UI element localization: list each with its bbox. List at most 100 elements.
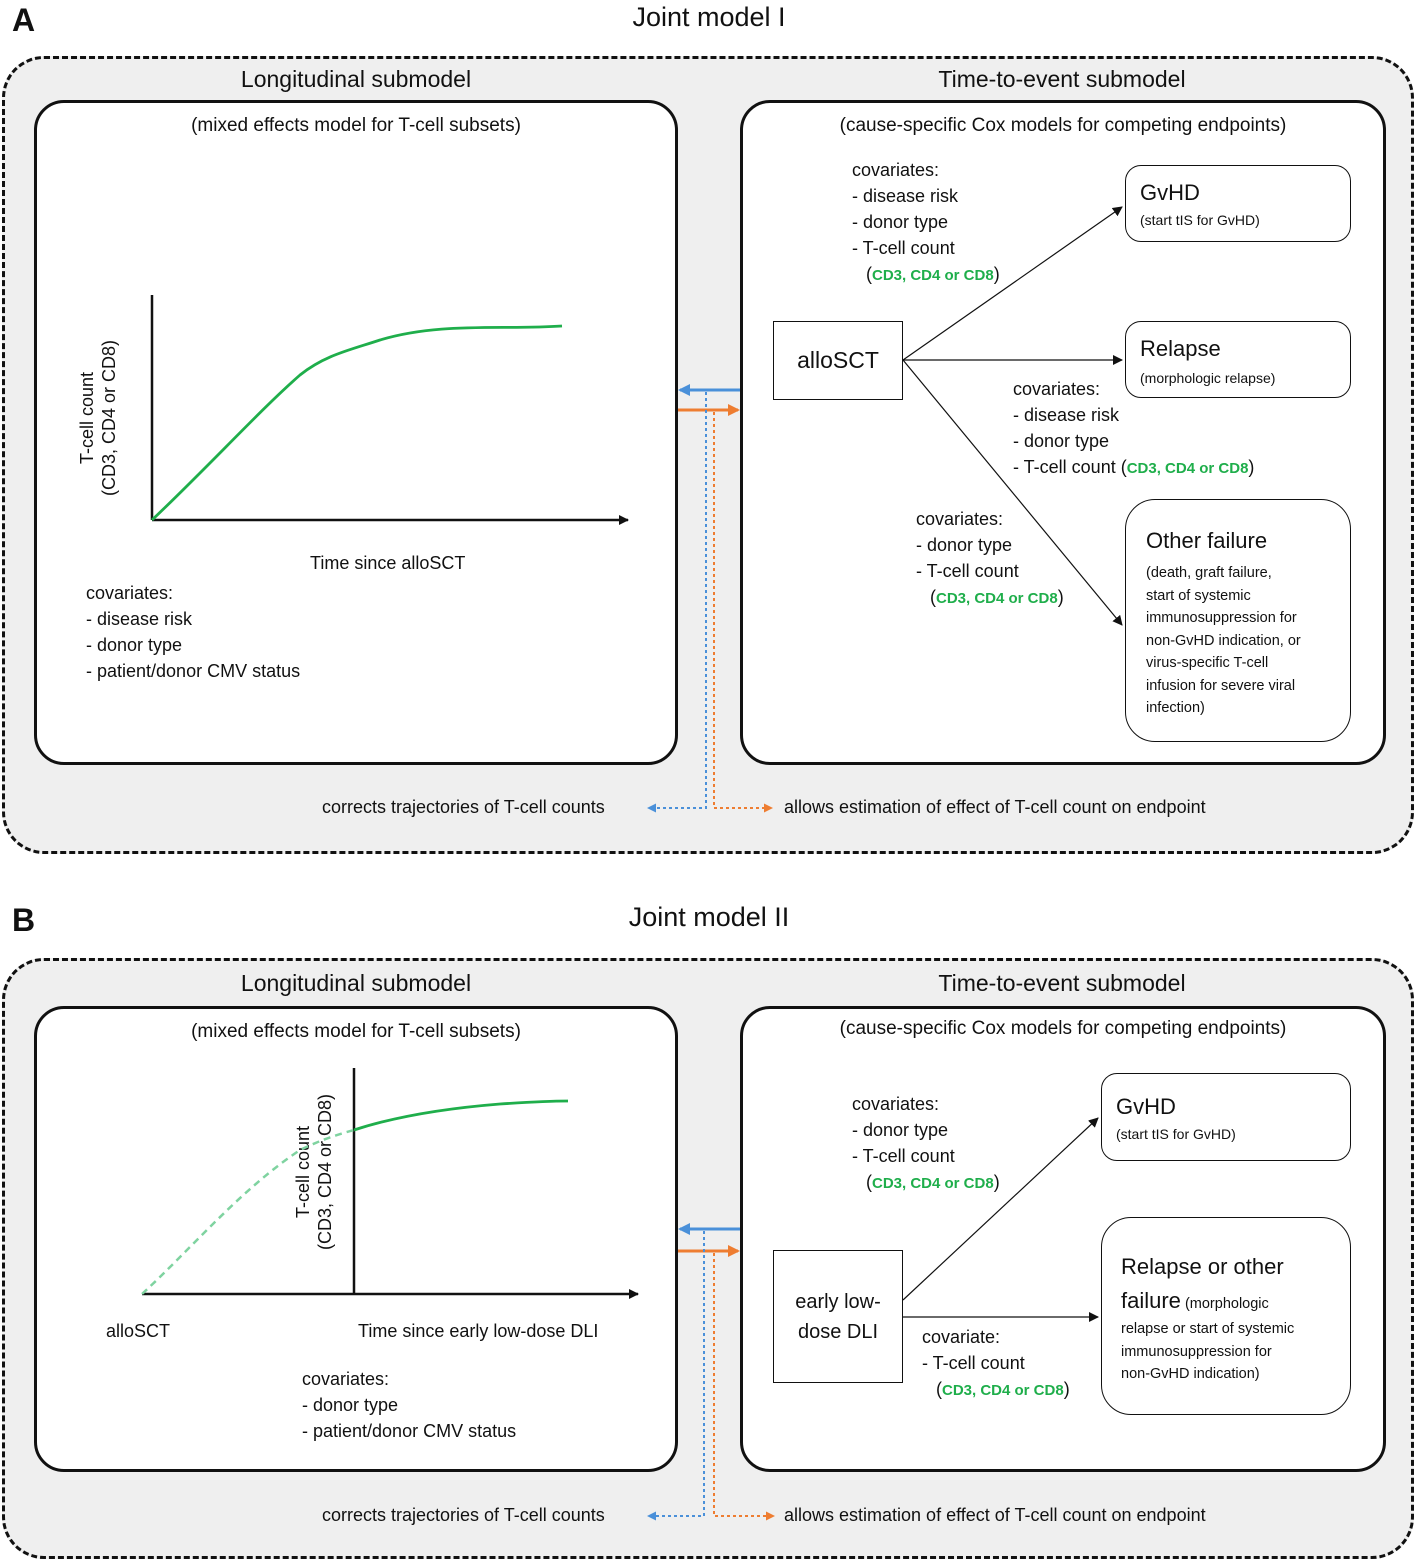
desc-line: immunosuppression for — [1146, 610, 1297, 626]
panel-a-transition-arrows — [902, 206, 1123, 626]
endpoint-subtitle: (morphologic relapse) — [1140, 370, 1276, 386]
paren: ) — [1063, 1379, 1070, 1399]
panel-b-endpoint-relapse-other: Relapse or other failure (morphologic re… — [1101, 1217, 1351, 1415]
desc-line: (morphologic — [1180, 1296, 1269, 1312]
covariates-header: covariates: — [916, 509, 1004, 529]
endpoint-title: GvHD — [1116, 1094, 1176, 1119]
panel-b-x-origin-label: alloSCT — [106, 1321, 171, 1341]
covariates-header: covariate: — [922, 1327, 1001, 1347]
endpoint-description: relapse or start of systemic immunosuppr… — [1121, 1318, 1294, 1386]
blue-dotted-leader — [647, 1231, 705, 1521]
panel-a-note-left: corrects trajectories of T-cell counts — [322, 797, 605, 817]
orange-dotted-leader — [713, 412, 773, 813]
panel-a-association-arrows — [647, 384, 773, 813]
endpoint-title-line-2: failure (morphologic — [1121, 1288, 1269, 1316]
panel-b-trajectory-curve — [353, 1099, 569, 1132]
arrow-to-gvhd — [902, 1117, 1099, 1301]
panel-a-start-node: alloSCT — [773, 321, 903, 400]
covariates-header: covariates: — [86, 583, 174, 603]
panel-b-longitudinal-title: Longitudinal submodel — [240, 970, 472, 996]
desc-line: (death, graft failure, — [1146, 565, 1272, 581]
paren: ( — [936, 1379, 942, 1399]
panel-b-note-left: corrects trajectories of T-cell counts — [322, 1505, 605, 1525]
panel-b-note-right: allows estimation of effect of T-cell co… — [784, 1505, 1206, 1525]
covariate-item: - T-cell count — [852, 238, 955, 258]
covariate-item: - patient/donor CMV status — [302, 1421, 517, 1441]
covariate-item: - donor type — [916, 535, 1013, 555]
tcell-subset-highlight: CD3, CD4 or CD8 — [872, 1175, 994, 1192]
paren: ( — [930, 587, 936, 607]
covariate-item: - patient/donor CMV status — [86, 661, 301, 681]
orange-dotted-leader — [713, 1253, 775, 1521]
panel-a-longitudinal-title: Longitudinal submodel — [240, 66, 472, 92]
paren: ( — [866, 264, 872, 284]
tcell-subset-highlight: CD3, CD4 or CD8 — [936, 590, 1058, 607]
desc-line: non-GvHD indication, or — [1146, 632, 1301, 649]
covariates-header: covariates: — [1013, 379, 1101, 399]
panel-a-cov-relapse: covariates: - disease risk - donor type … — [1013, 376, 1254, 482]
panel-a-cov-other: covariates: - donor type - T-cell count … — [916, 506, 1064, 612]
panel-b-trajectory-dashed — [141, 1128, 355, 1295]
desc-line: infusion for severe viral — [1146, 677, 1296, 694]
panel-a-endpoint-other: Other failure (death, graft failure, sta… — [1125, 499, 1351, 742]
panel-a-endpoint-relapse: Relapse (morphologic relapse) — [1125, 321, 1351, 398]
panel-a-longitudinal-box — [34, 100, 678, 765]
paren: ( — [866, 1172, 872, 1192]
endpoint-subtitle: (start tIS for GvHD) — [1116, 1126, 1236, 1142]
panel-b-title: Joint model II — [628, 902, 790, 932]
panel-a-note-right: allows estimation of effect of T-cell co… — [784, 797, 1206, 817]
panel-a-longitudinal-covariates: covariates: - disease risk - donor type … — [86, 580, 300, 684]
covariates-header: covariates: — [852, 1094, 940, 1114]
covariate-item: - donor type — [86, 635, 183, 655]
panel-a-cov-gvhd: covariates: - disease risk - donor type … — [852, 157, 1000, 289]
panel-a-trajectory-curve — [151, 324, 563, 522]
tcell-subset-highlight: CD3, CD4 or CD8 — [872, 267, 994, 284]
desc-line: virus-specific T-cell — [1146, 655, 1269, 671]
covariate-item: - disease risk — [852, 186, 959, 206]
panel-a-tte-subtitle: (cause-specific Cox models for competing… — [839, 115, 1287, 136]
desc-line: infection) — [1146, 700, 1205, 716]
panel-b-letter: B — [12, 902, 36, 938]
covariate-item: - T-cell count — [916, 561, 1019, 581]
paren: ) — [993, 1172, 1000, 1192]
tcell-subset-highlight: CD3, CD4 or CD8 — [942, 1382, 1064, 1399]
covariate-item: - T-cell count — [922, 1353, 1025, 1373]
paren: ) — [993, 264, 1000, 284]
desc-line: immunosuppression for — [1121, 1343, 1272, 1360]
panel-b-x-axis-label: Time since early low-dose DLI — [358, 1321, 599, 1341]
panel-b-longitudinal-subtitle: (mixed effects model for T-cell subsets) — [191, 1021, 521, 1042]
panel-b-longitudinal-covariates: covariates: - donor type - patient/donor… — [302, 1366, 516, 1444]
panel-b-tte-title: Time-to-event submodel — [938, 970, 1186, 996]
paren: ) — [1057, 587, 1064, 607]
start-node-line: early low- — [795, 1290, 881, 1313]
arrow-to-other — [902, 359, 1123, 626]
panel-a-letter: A — [12, 2, 36, 38]
panel-b-transition-arrows — [902, 1117, 1099, 1322]
panel-a-longitudinal-subtitle: (mixed effects model for T-cell subsets) — [191, 115, 521, 136]
panel-b-endpoint-gvhd: GvHD (start tIS for GvHD) — [1101, 1073, 1351, 1161]
paren: ) — [1248, 457, 1255, 477]
endpoint-title: Relapse or other — [1121, 1254, 1284, 1279]
start-node-line: dose DLI — [797, 1320, 879, 1343]
panel-b-cov-gvhd: covariates: - donor type - T-cell count … — [852, 1091, 1000, 1197]
panel-b-start-node: early low- dose DLI — [773, 1250, 903, 1383]
endpoint-subtitle: (start tIS for GvHD) — [1140, 212, 1260, 228]
covariate-item: - donor type — [1013, 431, 1110, 451]
panel-b-tte-subtitle: (cause-specific Cox models for competing… — [839, 1018, 1287, 1039]
panel-b-axes — [141, 1068, 639, 1299]
covariate-item: - T-cell count — [1013, 457, 1121, 477]
panel-a-endpoint-gvhd: GvHD (start tIS for GvHD) — [1125, 165, 1351, 242]
panel-b-association-arrows — [647, 1223, 775, 1521]
covariate-item: - disease risk — [1013, 405, 1120, 425]
covariates-header: covariates: — [302, 1369, 390, 1389]
arrow-to-gvhd — [902, 206, 1123, 361]
panel-b-longitudinal-box — [34, 1006, 678, 1472]
panel-a-title: Joint model I — [632, 2, 786, 32]
covariate-item: - donor type — [302, 1395, 399, 1415]
desc-line: non-GvHD indication) — [1121, 1366, 1260, 1382]
covariate-item: - disease risk — [86, 609, 193, 629]
panel-b-cov-relapse: covariate: - T-cell count (CD3, CD4 or C… — [922, 1324, 1070, 1404]
endpoint-description: (death, graft failure, start of systemic… — [1146, 562, 1301, 720]
endpoint-title: Relapse — [1140, 336, 1221, 361]
blue-dotted-leader — [647, 392, 707, 813]
